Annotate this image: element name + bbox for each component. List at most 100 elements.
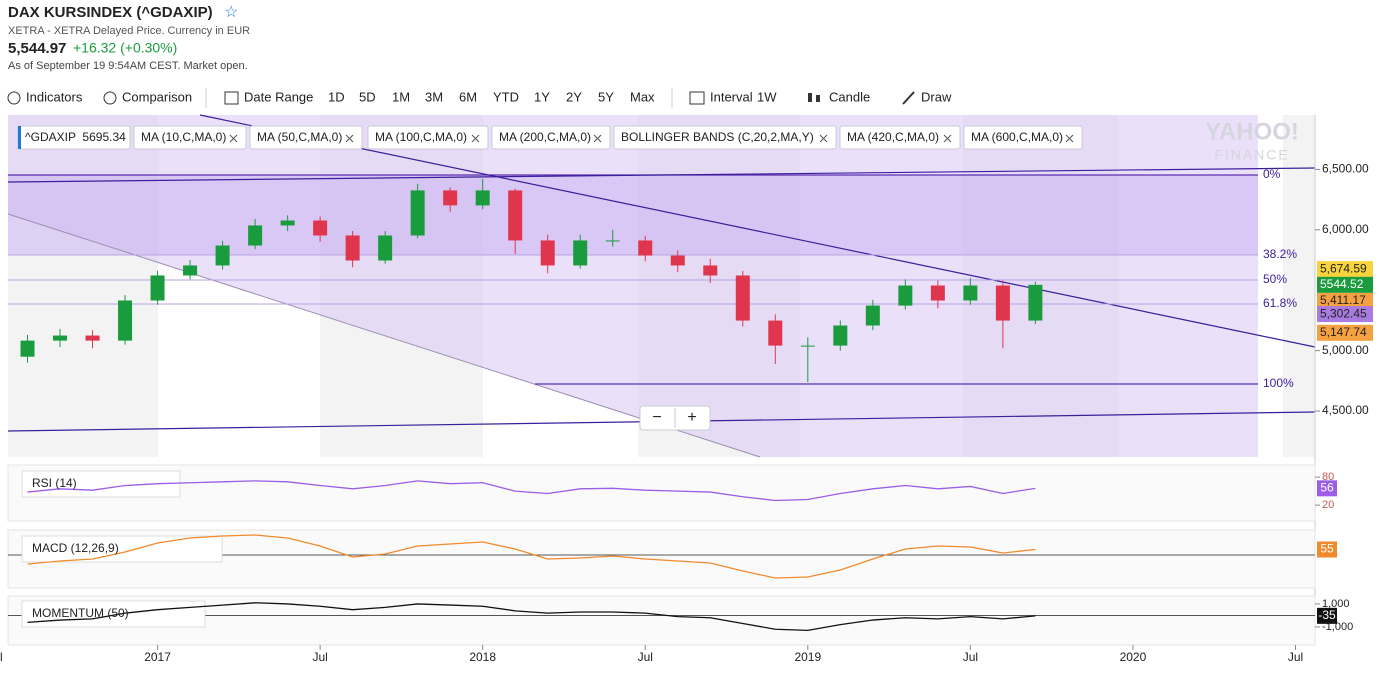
- indicator-line: [27, 534, 1036, 579]
- sub-panels: [7, 464, 1316, 646]
- toolbar-button[interactable]: Date Range: [244, 89, 313, 104]
- candle-body: [703, 265, 718, 276]
- y-tick-label: -1,000: [1322, 621, 1353, 633]
- title: DAX KURSINDEX (^GDAXIP): [8, 4, 213, 21]
- chip-label: MA (100,C,MA,0): [375, 130, 467, 144]
- candle-body: [963, 285, 978, 301]
- fib-label: 38.2%: [1263, 247, 1297, 261]
- icon: [224, 91, 239, 105]
- fib-label: 50%: [1263, 272, 1287, 286]
- zoom-button[interactable]: +: [687, 409, 696, 426]
- price-tag-label: 5,411.17: [1320, 293, 1366, 307]
- value-tag: [1317, 480, 1337, 497]
- toolbar-button[interactable]: 5D: [359, 89, 376, 104]
- y-tick-label: 20: [1322, 499, 1334, 511]
- candle-body: [410, 190, 425, 236]
- candle-body: [833, 325, 848, 346]
- candle-body: [443, 190, 458, 206]
- indicator-chip[interactable]: [491, 125, 611, 150]
- price-tag: [1317, 324, 1373, 341]
- value-tag-label: 56: [1320, 481, 1334, 495]
- fib-label: 0%: [1263, 167, 1281, 181]
- chip-close[interactable]: [229, 134, 238, 143]
- status: As of September 19 9:54AM CEST. Market o…: [8, 60, 248, 72]
- chip-close[interactable]: [819, 134, 828, 143]
- candle-body: [313, 220, 328, 236]
- price-tag-label: 5,147.74: [1320, 325, 1367, 339]
- chip-label: MA (50,C,MA,0): [257, 130, 342, 144]
- toolbar-button[interactable]: Comparison: [122, 89, 192, 104]
- toolbar-button[interactable]: 6M: [459, 89, 477, 104]
- toolbar-button[interactable]: 1W: [757, 89, 777, 104]
- x-tick-label: 2017: [144, 650, 171, 664]
- indicator-chip[interactable]: [367, 125, 489, 150]
- candle-body: [183, 265, 198, 276]
- candle-body: [378, 235, 393, 261]
- indicator-chip[interactable]: [839, 125, 961, 150]
- toolbar-button[interactable]: Max: [630, 89, 655, 104]
- watermark: FINANCE: [1214, 147, 1289, 163]
- indicator-chip[interactable]: [613, 125, 837, 150]
- icon: [816, 95, 820, 102]
- icon: [689, 91, 705, 105]
- candle-body: [735, 275, 750, 321]
- candle-body: [898, 285, 913, 306]
- chip-label: MA (200,C,MA,0): [499, 130, 591, 144]
- candle-body: [670, 255, 685, 266]
- candle-body: [638, 240, 653, 256]
- toolbar-button[interactable]: Interval: [710, 89, 753, 104]
- chip-label: MA (600,C,MA,0): [971, 130, 1063, 144]
- y-tick-label: 5,000.00: [1322, 343, 1369, 357]
- toolbar-button[interactable]: Candle: [829, 89, 870, 104]
- toolbar-button[interactable]: 1M: [392, 89, 410, 104]
- chip-label: MA (420,C,MA,0): [847, 130, 939, 144]
- toolbar-button[interactable]: YTD: [493, 89, 519, 104]
- chip-label: ^GDAXIP 5695.34: [25, 130, 126, 144]
- zoom-button[interactable]: −: [652, 409, 661, 426]
- fib-label: 61.8%: [1263, 296, 1297, 310]
- candle-body: [85, 335, 100, 341]
- x-tick-label: Jul: [963, 650, 978, 664]
- zoom-controls: [639, 405, 711, 431]
- x-tick-label: Jul: [0, 650, 3, 664]
- indicator-chip[interactable]: [133, 125, 247, 150]
- indicator-chip[interactable]: [963, 125, 1083, 150]
- candle-body: [248, 225, 263, 246]
- chip-close[interactable]: [345, 134, 354, 143]
- candle-body: [475, 190, 490, 206]
- y-tick-label: 80: [1322, 471, 1334, 483]
- chip-close[interactable]: [1065, 134, 1074, 143]
- value-tag: [1317, 607, 1337, 624]
- value-tag-label: -35: [1318, 608, 1336, 622]
- star[interactable]: ☆: [224, 4, 238, 21]
- toolbar-button[interactable]: 2Y: [566, 89, 582, 104]
- toolbar-button[interactable]: 5Y: [598, 89, 614, 104]
- toolbar-button[interactable]: 1D: [328, 89, 345, 104]
- chip-close[interactable]: [943, 134, 952, 143]
- indicator-chip[interactable]: [249, 125, 363, 150]
- toolbar-button[interactable]: Indicators: [26, 89, 83, 104]
- change: +16.32 (+0.30%): [73, 40, 177, 56]
- chip-label: MA (10,C,MA,0): [141, 130, 226, 144]
- chip-close[interactable]: [471, 134, 480, 143]
- candle-body: [215, 245, 230, 266]
- candle-body: [280, 220, 295, 226]
- y-tick-label: 6,000.00: [1322, 222, 1369, 236]
- x-tick-label: Jul: [638, 650, 653, 664]
- candle-body: [930, 285, 945, 301]
- candle-body: [540, 240, 555, 266]
- icon: [808, 93, 812, 102]
- candle-body: [118, 300, 133, 341]
- price-tag: [1317, 276, 1373, 293]
- candle-body: [865, 305, 880, 326]
- icon: [7, 91, 21, 105]
- panel-label: RSI (14): [32, 476, 77, 490]
- chip-accent: [18, 126, 21, 149]
- candle-body: [345, 235, 360, 261]
- panel-label: MACD (12,26,9): [32, 541, 119, 555]
- toolbar-button[interactable]: 1Y: [534, 89, 550, 104]
- toolbar-button[interactable]: 3M: [425, 89, 443, 104]
- chip-close[interactable]: [593, 134, 602, 143]
- toolbar-button[interactable]: Draw: [921, 89, 952, 104]
